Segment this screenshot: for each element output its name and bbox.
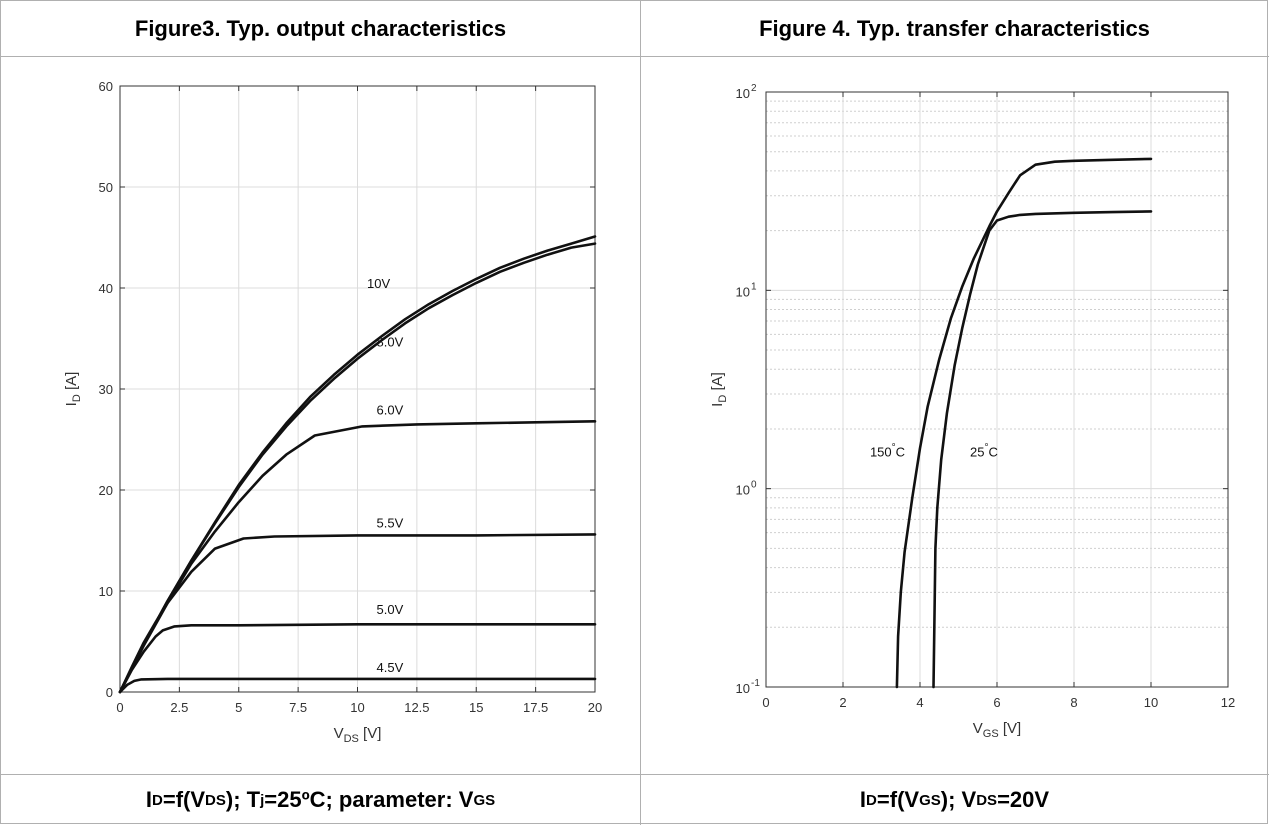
series-line [118, 242, 597, 694]
y-tick-label: 10 [736, 86, 750, 101]
x-tick-label: 2.5 [170, 700, 188, 715]
caption-subscript: DS [205, 791, 226, 809]
y-tick-exponent: 2 [751, 83, 757, 94]
caption-text: =f(V [876, 787, 920, 812]
series-label: 6.0V [377, 402, 404, 417]
output-characteristics-chart: 0 2.5 5 7.5 10 12.5 15 17.5 20 0 10 20 30 40 50 60 VDS [… [63, 79, 603, 745]
caption-text: =f(V [162, 787, 206, 812]
right-figure-caption: I D =f(V GS); V DS =20V [640, 774, 1269, 825]
y-axis-label: ID [A] [709, 372, 729, 407]
series-line [118, 622, 597, 694]
series-label: 150°C [870, 443, 905, 460]
series-label: 10V [367, 276, 390, 291]
y-tick-label: 10 [736, 483, 750, 498]
y-axis-label: ID [A] [63, 372, 83, 407]
ticks: 0 2.5 5 7.5 10 12.5 15 17.5 20 0 10 20 30 40 50 60 [99, 79, 603, 715]
x-tick-label: 10 [1144, 695, 1158, 710]
x-tick-label: 7.5 [289, 700, 307, 715]
x-tick-label: 6 [993, 695, 1000, 710]
y-tick-exponent: 0 [751, 480, 757, 491]
caption-text: I [145, 787, 152, 812]
x-tick-label: 12 [1221, 695, 1235, 710]
caption-text: =20V [997, 787, 1050, 812]
x-tick-label: 0 [116, 700, 123, 715]
y-tick-label: 10 [99, 584, 113, 599]
y-tick-label: 10 [736, 681, 750, 696]
y-tick-label: 40 [99, 281, 113, 296]
x-tick-label: 12.5 [404, 700, 429, 715]
series-label: 5.0V [377, 602, 404, 617]
series-line [118, 533, 597, 694]
caption-text: ); V [940, 787, 977, 812]
x-axis-label: VGS [V] [973, 720, 1021, 740]
y-tick-exponent: -1 [751, 678, 760, 689]
series-lines: 150°C 25°C [870, 157, 1153, 689]
panel-divider [640, 1, 641, 825]
caption-text: ); T [225, 787, 261, 812]
x-tick-label: 20 [588, 700, 602, 715]
right-figure-title: Figure 4. Typ. transfer characteristics [640, 1, 1269, 57]
y-tick-label: 30 [99, 382, 113, 397]
caption-subscript: j [260, 791, 265, 809]
left-figure-title: Figure3. Typ. output characteristics [1, 1, 640, 57]
y-tick-label: 50 [99, 180, 113, 195]
series-label: 25°C [970, 443, 998, 460]
caption-text: I [859, 787, 867, 812]
caption-subscript: DS [976, 791, 998, 809]
grid-lines [119, 85, 596, 693]
x-tick-label: 5 [235, 700, 242, 715]
y-tick-label: 60 [99, 79, 113, 94]
grid-lines [765, 91, 1229, 688]
y-tick-label: 10 [736, 284, 750, 299]
series-line [118, 677, 597, 694]
y-tick-label: 20 [99, 483, 113, 498]
series-lines: 10V 8.0V 6.0V 5.5V 5.0V 4.5V [118, 235, 597, 694]
series-label: 8.0V [377, 335, 404, 350]
x-tick-label: 2 [839, 695, 846, 710]
x-tick-label: 8 [1070, 695, 1077, 710]
y-tick-exponent: 1 [751, 281, 757, 292]
caption-subscript: D [152, 791, 163, 809]
x-tick-label: 17.5 [523, 700, 548, 715]
caption-subscript: GS [919, 791, 941, 809]
series-line [895, 157, 1153, 689]
series-label: 4.5V [377, 660, 404, 675]
y-tick-label: 0 [106, 685, 113, 700]
caption-subscript: D [866, 791, 877, 809]
caption-text: =25ºC; parameter: V [264, 787, 474, 812]
x-tick-label: 4 [916, 695, 923, 710]
x-tick-label: 0 [762, 695, 769, 710]
x-tick-label: 10 [350, 700, 364, 715]
series-label: 5.5V [377, 515, 404, 530]
x-axis-label: VDS [V] [334, 725, 382, 745]
caption-subscript: GS [473, 791, 496, 809]
series-line [932, 210, 1153, 689]
x-tick-label: 15 [469, 700, 483, 715]
